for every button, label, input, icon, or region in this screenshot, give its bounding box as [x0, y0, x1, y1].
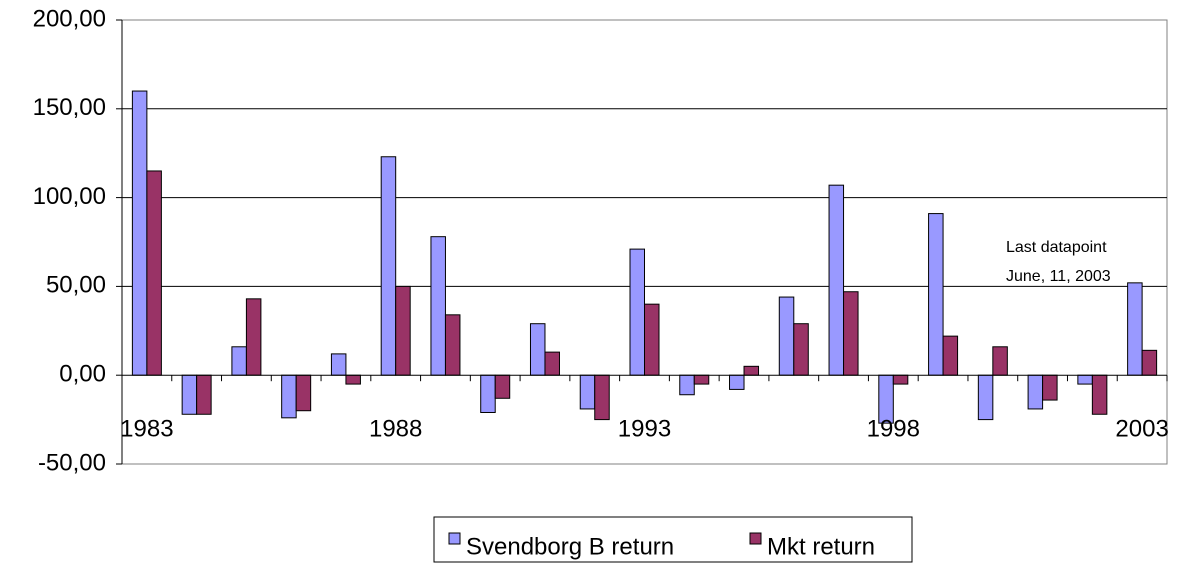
- bar: [181, 374, 198, 415]
- bar: [679, 374, 695, 396]
- bar: [743, 365, 760, 376]
- bar: [544, 351, 560, 376]
- bar: [1127, 282, 1143, 376]
- bar: [131, 90, 148, 376]
- legend-label: Mkt return: [767, 533, 875, 560]
- bar: [693, 374, 710, 385]
- bar: [231, 346, 247, 376]
- annotation: Last datapoint: [1006, 239, 1107, 256]
- y-tick-label: 0,00: [59, 361, 106, 388]
- bar: [843, 291, 859, 376]
- y-tick-label: 50,00: [46, 272, 106, 299]
- bar: [480, 374, 496, 413]
- bar: [828, 184, 845, 376]
- bar: [345, 374, 361, 385]
- bar: [380, 156, 397, 376]
- bar: [245, 298, 262, 376]
- annotation: June, 11, 2003: [1006, 268, 1111, 285]
- bar: [1077, 374, 1093, 385]
- bar: [1141, 349, 1158, 376]
- legend-swatch: [749, 532, 762, 545]
- bar: [644, 303, 660, 376]
- bar: [1091, 374, 1108, 415]
- x-tick-label: 1983: [120, 415, 173, 442]
- legend: [433, 516, 913, 563]
- bar: [594, 374, 610, 421]
- bar: [729, 374, 745, 390]
- bar: [928, 213, 944, 376]
- y-tick-label: -50,00: [38, 449, 106, 476]
- legend-swatch: [448, 532, 461, 545]
- y-tick-label: 100,00: [33, 183, 106, 210]
- y-tick-label: 150,00: [33, 94, 106, 121]
- x-tick-label: 1988: [369, 415, 422, 442]
- bar: [977, 374, 994, 421]
- bar: [196, 374, 212, 415]
- bar: [529, 323, 546, 376]
- bar: [793, 323, 809, 376]
- x-tick-label: 2003: [1115, 415, 1168, 442]
- bar: [992, 346, 1008, 376]
- x-tick-label: 1993: [618, 415, 671, 442]
- bar: [778, 296, 795, 376]
- bar: [892, 374, 909, 385]
- bar: [395, 285, 411, 376]
- bar: [494, 374, 511, 399]
- x-tick-label: 1998: [867, 415, 920, 442]
- bar: [295, 374, 312, 412]
- bar: [942, 335, 959, 376]
- bar: [430, 236, 446, 376]
- bar: [281, 374, 297, 419]
- legend-label: Svendborg B return: [466, 533, 674, 560]
- bar: [444, 314, 461, 376]
- bar: [579, 374, 596, 410]
- bar: [629, 248, 645, 376]
- bar: [330, 353, 347, 376]
- y-tick-label: 200,00: [33, 5, 106, 32]
- bar: [1027, 374, 1044, 410]
- bar: [146, 170, 162, 376]
- bar: [1042, 374, 1058, 401]
